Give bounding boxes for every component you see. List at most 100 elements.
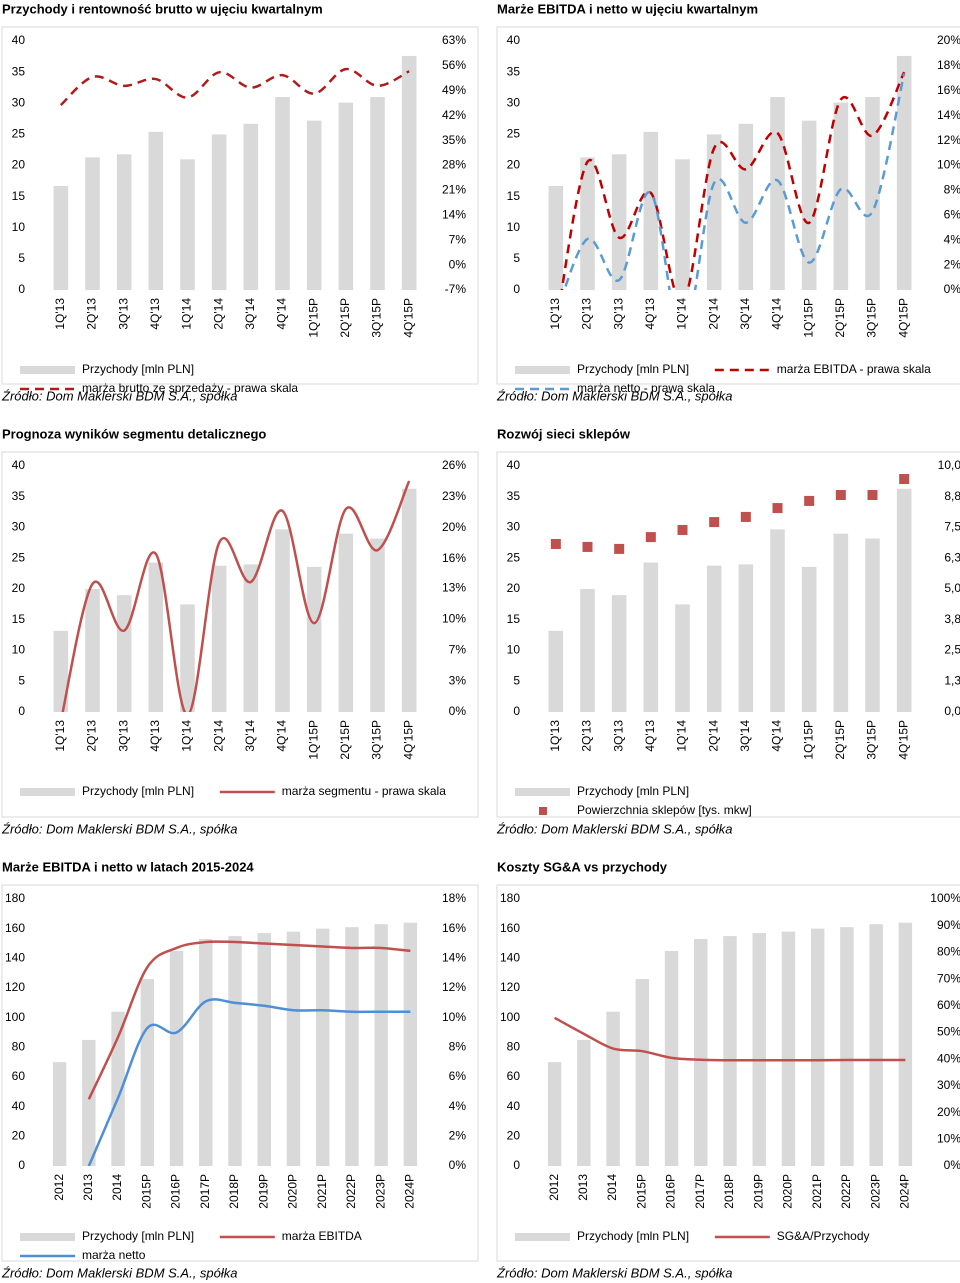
x-tick-label: 2023P xyxy=(373,1174,387,1209)
point xyxy=(772,503,783,514)
bar xyxy=(738,564,754,712)
y2-tick-label: 100% xyxy=(930,891,960,905)
x-tick-label: 2017P xyxy=(693,1174,707,1209)
y2-tick-label: 16% xyxy=(442,921,466,935)
bar xyxy=(801,566,817,712)
source-note: Źródło: Dom Maklerski BDM S.A., spółka xyxy=(1,821,238,836)
legend-label: marża brutto ze sprzedaży - prawa skala xyxy=(82,381,298,395)
x-tick-label: 2Q'13 xyxy=(85,298,99,330)
bar xyxy=(694,939,708,1166)
point xyxy=(740,511,751,522)
x-tick-label: 4Q'14 xyxy=(275,720,289,752)
y2-tick-label: 10% xyxy=(937,158,960,172)
y-tick-label: 10 xyxy=(507,643,521,657)
bar xyxy=(635,979,650,1166)
x-tick-label: 1Q'13 xyxy=(53,720,67,752)
x-tick-label: 2015P xyxy=(139,1174,153,1209)
bar xyxy=(606,1011,620,1166)
bar xyxy=(548,630,564,712)
legend-label: Powierzchnia sklepów [tys. mkw] xyxy=(577,803,752,817)
legend-swatch xyxy=(20,1233,75,1241)
y-tick-label: 0 xyxy=(18,1158,25,1172)
point xyxy=(677,524,688,535)
bar xyxy=(111,1011,125,1166)
bar xyxy=(865,538,880,712)
bar xyxy=(275,529,290,712)
y2-tick-label: 4% xyxy=(449,1099,467,1113)
chart-panel: Przychody i rentowność brutto w ujęciu k… xyxy=(1,1,479,403)
y-tick-label: 80 xyxy=(12,1040,26,1054)
x-tick-label: 4Q'15P xyxy=(896,720,910,760)
y-tick-label: 160 xyxy=(500,921,520,935)
y-tick-label: 35 xyxy=(12,489,26,503)
y2-tick-label: 3,8 xyxy=(944,612,960,626)
y2-tick-label: 5,0 xyxy=(944,581,960,595)
y-tick-label: 140 xyxy=(500,951,520,965)
legend-swatch xyxy=(515,788,570,796)
bar xyxy=(611,154,627,290)
x-tick-label: 3Q'14 xyxy=(738,298,752,330)
bar xyxy=(706,134,722,290)
x-tick-label: 1Q'15P xyxy=(801,298,815,338)
y-tick-label: 40 xyxy=(12,33,26,47)
bar xyxy=(840,927,854,1166)
panel-frame xyxy=(496,26,960,385)
y-tick-label: 100 xyxy=(500,1010,520,1024)
x-tick-label: 3Q'14 xyxy=(243,298,257,330)
y2-tick-label: 14% xyxy=(442,207,466,221)
y-tick-label: 20 xyxy=(507,581,521,595)
y-tick-label: 140 xyxy=(5,951,25,965)
y2-tick-label: 2% xyxy=(944,257,960,271)
y-tick-label: 15 xyxy=(507,189,521,203)
bar xyxy=(228,936,242,1166)
x-tick-label: 2014 xyxy=(605,1174,619,1201)
point xyxy=(804,495,815,506)
legend-label: Przychody [mln PLN] xyxy=(577,784,689,798)
legend-swatch xyxy=(20,366,75,374)
y2-tick-label: 0% xyxy=(944,282,960,296)
x-tick-label: 2018P xyxy=(227,1174,241,1209)
bar xyxy=(306,120,322,291)
point xyxy=(835,490,846,501)
x-tick-label: 3Q'15P xyxy=(370,298,384,338)
y-tick-label: 80 xyxy=(507,1040,521,1054)
x-tick-label: 1Q'14 xyxy=(675,298,689,330)
y-tick-label: 25 xyxy=(12,127,26,141)
bar xyxy=(148,562,164,712)
x-tick-label: 1Q'15P xyxy=(306,720,320,760)
chart-panel: Marże EBITDA i netto w latach 2015-2024 Ź… xyxy=(1,859,479,1280)
chart-title: Marże EBITDA i netto w ujęciu kwartalnym xyxy=(497,1,758,16)
x-tick-label: 2022P xyxy=(839,1174,853,1209)
x-tick-label: 2024P xyxy=(898,1174,912,1209)
bar xyxy=(315,928,330,1166)
y-tick-label: 30 xyxy=(507,95,521,109)
bar xyxy=(781,931,796,1166)
y2-tick-label: 10% xyxy=(442,1010,466,1024)
y-tick-label: 30 xyxy=(507,520,521,534)
point xyxy=(582,541,593,552)
x-tick-label: 2014 xyxy=(110,1174,124,1201)
x-tick-label: 1Q'14 xyxy=(675,720,689,752)
line xyxy=(61,480,411,712)
point xyxy=(867,490,878,501)
y-tick-label: 40 xyxy=(12,1099,26,1113)
bar xyxy=(345,927,359,1166)
source-note: Źródło: Dom Maklerski BDM S.A., spółka xyxy=(496,821,733,836)
line xyxy=(560,71,906,290)
bar xyxy=(706,565,722,712)
y2-tick-label: 30% xyxy=(937,1078,960,1092)
x-tick-label: 2021P xyxy=(315,1174,329,1209)
y-tick-label: 20 xyxy=(507,1129,521,1143)
y-tick-label: 30 xyxy=(12,95,26,109)
chart-panel: Marże EBITDA i netto w ujęciu kwartalnym… xyxy=(496,1,960,403)
x-tick-label: 2022P xyxy=(344,1174,358,1209)
y-tick-label: 35 xyxy=(507,64,521,78)
x-tick-label: 3Q'14 xyxy=(243,720,257,752)
bar xyxy=(898,922,913,1166)
y2-tick-label: 8% xyxy=(449,1040,467,1054)
legend-label: Przychody [mln PLN] xyxy=(82,784,194,798)
y-tick-label: 160 xyxy=(5,921,25,935)
y2-tick-label: 3% xyxy=(449,673,467,687)
bar xyxy=(140,979,155,1166)
